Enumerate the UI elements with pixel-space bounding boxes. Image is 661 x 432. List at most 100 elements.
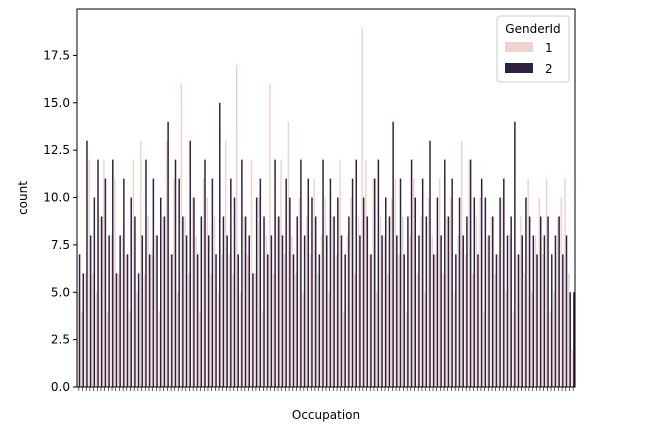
- bar-series-2: [285, 178, 287, 387]
- bar-series-2: [244, 216, 247, 387]
- bar-series-1: [431, 235, 433, 387]
- bar-series-1: [401, 216, 404, 387]
- bar-series-2: [233, 197, 236, 387]
- bar-series-1: [409, 235, 411, 387]
- bar-series-2: [222, 216, 225, 387]
- bar-series-1: [280, 159, 282, 387]
- y-tick-label: 15.0: [43, 96, 70, 110]
- bar-series-1: [383, 235, 386, 387]
- bar-series-1: [84, 273, 87, 387]
- bar-series-1: [298, 197, 301, 387]
- bar-series-1: [110, 235, 113, 387]
- bar-series-2: [569, 292, 571, 387]
- bar-series-1: [556, 216, 559, 387]
- bar-series-2: [562, 254, 564, 387]
- bar-series-1: [81, 311, 83, 387]
- bar-series-1: [387, 273, 389, 387]
- bar-series-2: [303, 235, 306, 387]
- bar-series-1: [413, 178, 415, 387]
- bar-series-2: [300, 159, 302, 387]
- bar-series-2: [414, 197, 417, 387]
- bar-series-2: [359, 235, 361, 387]
- bar-series-2: [480, 178, 483, 387]
- bar-series-2: [458, 197, 461, 387]
- bar-series-2: [289, 197, 291, 387]
- legend-label-series-2: 2: [545, 62, 553, 76]
- bar-series-1: [176, 292, 179, 387]
- bar-series-2: [348, 216, 350, 387]
- bar-series-1: [195, 235, 197, 387]
- bar-series-2: [119, 235, 121, 387]
- bar-series-2: [484, 197, 487, 387]
- bar-series-2: [447, 216, 450, 387]
- bar-series-1: [295, 273, 297, 387]
- bar-series-2: [340, 235, 343, 387]
- bar-series-1: [531, 292, 533, 387]
- bar-series-2: [536, 254, 538, 387]
- bar-series-2: [418, 235, 420, 387]
- bar-series-2: [311, 197, 313, 387]
- bar-series-2: [407, 216, 409, 387]
- bar-series-1: [243, 216, 245, 387]
- bar-series-1: [210, 273, 212, 387]
- bar-series-2: [182, 216, 184, 387]
- bar-series-1: [390, 197, 393, 387]
- bar-series-2: [86, 140, 88, 387]
- bar-series-1: [545, 178, 548, 387]
- bar-series-1: [235, 64, 238, 387]
- bar-series-1: [140, 140, 142, 387]
- bar-series-1: [250, 159, 253, 387]
- bar-series-2: [558, 216, 560, 387]
- bar-series-1: [258, 197, 260, 387]
- bar-series-1: [483, 311, 485, 387]
- bar-series-2: [329, 178, 332, 387]
- bar-series-2: [333, 216, 335, 387]
- bar-series-1: [313, 178, 315, 387]
- legend-swatch-series-2: [505, 63, 533, 73]
- bar-series-2: [226, 235, 228, 387]
- bar-series-1: [449, 197, 452, 387]
- bar-series-1: [564, 178, 566, 387]
- x-axis-label: Occupation: [292, 408, 360, 422]
- bar-series-1: [199, 311, 201, 387]
- bar-series-1: [376, 292, 378, 387]
- bar-series-1: [213, 216, 216, 387]
- bar-series-2: [266, 254, 269, 387]
- bar-series-1: [254, 273, 256, 387]
- bar-series-2: [167, 121, 169, 388]
- bar-series-1: [350, 197, 352, 387]
- bar-series-1: [324, 197, 326, 387]
- bar-series-2: [521, 235, 523, 387]
- bar-series-1: [202, 178, 205, 387]
- bar-series-1: [169, 254, 172, 387]
- bar-series-1: [472, 273, 474, 387]
- bar-series-2: [370, 254, 372, 387]
- bar-series-1: [165, 140, 168, 387]
- bar-series-2: [499, 197, 501, 387]
- bar-series-1: [427, 197, 430, 387]
- bar-series-2: [440, 235, 442, 387]
- bar-series-1: [542, 254, 544, 387]
- bar-series-2: [503, 178, 505, 387]
- legend-swatch-series-1: [505, 42, 533, 52]
- bar-series-2: [178, 178, 180, 387]
- bar-series-2: [270, 235, 273, 387]
- bar-series-2: [204, 159, 206, 387]
- bar-series-1: [309, 254, 312, 387]
- bar-series-2: [248, 235, 251, 387]
- bar-series-2: [108, 235, 110, 387]
- bar-series-1: [117, 273, 120, 387]
- bar-series-1: [457, 235, 459, 387]
- bar-series-2: [252, 273, 254, 387]
- bar-series-2: [344, 254, 346, 387]
- bar-series-2: [207, 235, 210, 387]
- bar-series-2: [451, 178, 453, 387]
- bar-series-2: [469, 159, 472, 387]
- bar-series-2: [255, 197, 258, 387]
- bar-series-1: [420, 216, 422, 387]
- bar-series-2: [185, 235, 188, 387]
- bar-series-1: [287, 121, 290, 388]
- bar-series-1: [405, 311, 408, 387]
- bar-series-2: [539, 216, 542, 387]
- bar-series-2: [355, 159, 357, 387]
